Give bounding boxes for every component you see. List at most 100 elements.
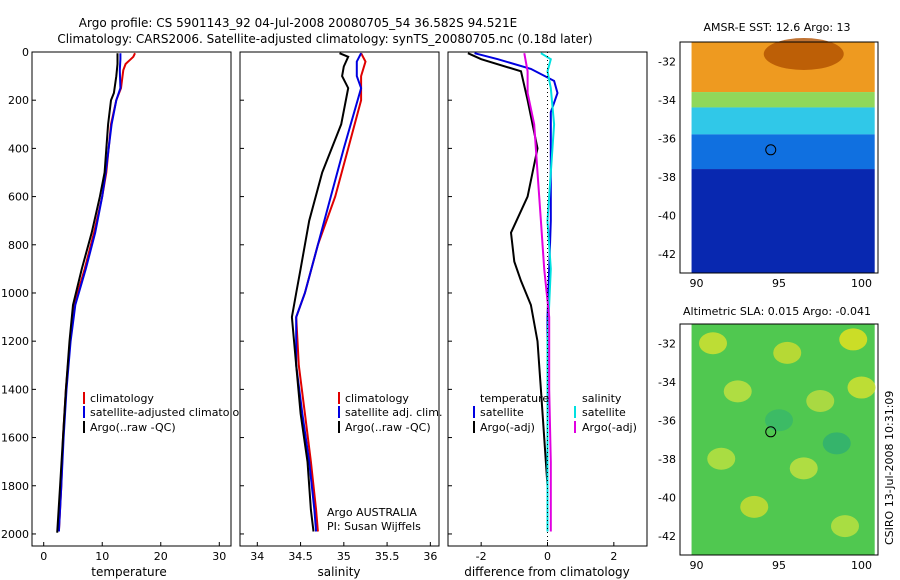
temperature-ytick-label: 1000 bbox=[1, 287, 29, 300]
sla-map-argo-marker bbox=[765, 426, 777, 438]
temperature-panel: 0 10 20 30 0 200 400 600 800 1000 1200 1400 1600 1800… bbox=[1, 46, 253, 579]
sla-map-panel: Altimetric SLA: 0.015 Argo: -0.041 90 95 1… bbox=[658, 305, 879, 572]
sst-map-warm-patch bbox=[763, 38, 844, 70]
salinity-series-1 bbox=[295, 52, 363, 532]
sst-map-panel: AMSR-E SST: 12.6 Argo: 13 90 95 100 -32 -34 -… bbox=[658, 21, 879, 290]
title-line1: Argo profile: CS 5901143_92 04-Jul-2008 … bbox=[79, 16, 517, 30]
salinity-panel: 34 34.5 35 35.5 36 salinity climatology sate… bbox=[239, 51, 442, 579]
difference-xtick-label: 0 bbox=[544, 550, 551, 563]
salinity-xtick-label: 35 bbox=[337, 550, 351, 563]
sla-map-ytick-label: -36 bbox=[658, 414, 676, 427]
difference-xtick-label: -2 bbox=[476, 550, 487, 563]
temperature-legend: climatology satellite-adjusted climatolo… bbox=[83, 392, 253, 434]
sla-map-xtick-label: 95 bbox=[772, 559, 786, 572]
sla-map-ytick-label: -32 bbox=[658, 337, 676, 350]
sla-map-title: Altimetric SLA: 0.015 Argo: -0.041 bbox=[683, 305, 871, 318]
difference-panel: -2 0 2 difference from climatology tempera… bbox=[447, 51, 648, 579]
sla-map-anomaly-11 bbox=[822, 432, 851, 455]
salinity-axes bbox=[239, 51, 440, 547]
sla-map-frame bbox=[679, 323, 879, 556]
temperature-series-2 bbox=[56, 53, 119, 533]
difference-series-1 bbox=[467, 52, 549, 532]
argo-annotation-2: PI: Susan Wijffels bbox=[327, 520, 421, 533]
temperature-xtick-label: 20 bbox=[154, 550, 168, 563]
sla-map-xtick-label: 100 bbox=[851, 559, 872, 572]
sla-map-anomaly-1 bbox=[773, 341, 802, 364]
sla-map-xtick-label: 90 bbox=[690, 559, 704, 572]
difference-legend-header-sal: salinity bbox=[582, 392, 622, 405]
sla-map-anomaly-7 bbox=[789, 457, 818, 480]
sst-map-band-3 bbox=[691, 134, 875, 170]
sla-map-anomaly-4 bbox=[806, 390, 835, 412]
temperature-legend-2: satellite-adjusted climatology bbox=[90, 406, 253, 419]
temperature-legend-1: climatology bbox=[90, 392, 154, 405]
temperature-ytick-label: 800 bbox=[8, 239, 29, 252]
temperature-ytick-label: 200 bbox=[8, 94, 29, 107]
sst-map-ytick-label: -40 bbox=[658, 209, 676, 222]
temperature-ytick-label: 400 bbox=[8, 142, 29, 155]
sst-map-xtick-label: 100 bbox=[851, 277, 872, 290]
argo-annotation-1: Argo AUSTRALIA bbox=[327, 506, 417, 519]
difference-xtick-label: 2 bbox=[610, 550, 617, 563]
sst-map-band-1 bbox=[691, 92, 875, 108]
title-line2: Climatology: CARS2006. Satellite-adjuste… bbox=[57, 32, 592, 46]
difference-series-3 bbox=[523, 53, 552, 532]
sst-map-frame bbox=[679, 41, 879, 274]
sst-map-ytick-label: -42 bbox=[658, 248, 676, 261]
salinity-legend-1: climatology bbox=[345, 392, 409, 405]
difference-legend-header-temp: temperature bbox=[480, 392, 549, 405]
salinity-legend-2: satellite adj. clim. bbox=[345, 406, 442, 419]
sst-map-ytick-label: -36 bbox=[658, 132, 676, 145]
sst-map-xtick-label: 95 bbox=[772, 277, 786, 290]
sst-map-band-4 bbox=[691, 169, 875, 273]
temperature-xtick-label: 30 bbox=[212, 550, 226, 563]
salinity-xtick-label: 36 bbox=[423, 550, 437, 563]
temperature-xtick-label: 10 bbox=[95, 550, 109, 563]
salinity-series-2 bbox=[290, 52, 350, 532]
temperature-ytick-label: 1800 bbox=[1, 480, 29, 493]
sla-map-ytick-label: -38 bbox=[658, 453, 676, 466]
sla-map-anomaly-3 bbox=[723, 380, 752, 403]
temperature-ytick-label: 0 bbox=[22, 46, 29, 59]
salinity-xtick-label: 34 bbox=[250, 550, 264, 563]
temperature-ytick-label: 1200 bbox=[1, 335, 29, 348]
salinity-legend-3: Argo(..raw -QC) bbox=[345, 421, 431, 434]
difference-series-2 bbox=[540, 52, 556, 532]
temperature-ytick-label: 2000 bbox=[1, 528, 29, 541]
temperature-xtick-label: 0 bbox=[40, 550, 47, 563]
temperature-ytick-label: 1400 bbox=[1, 383, 29, 396]
sla-map-ytick-label: -34 bbox=[658, 376, 676, 389]
sst-map-ytick-label: -38 bbox=[658, 171, 676, 184]
sla-map-ytick-label: -40 bbox=[658, 491, 676, 504]
difference-xlabel: difference from climatology bbox=[464, 565, 630, 579]
sla-map-ytick-label: -42 bbox=[658, 530, 676, 543]
sla-map-anomaly-10 bbox=[765, 409, 793, 432]
salinity-xtick-label: 34.5 bbox=[288, 550, 313, 563]
sst-map-ytick-label: -34 bbox=[658, 94, 676, 107]
difference-legend-temp-argo: Argo(-adj) bbox=[480, 421, 535, 434]
difference-legend: temperature salinity satellite Argo(-adj… bbox=[473, 392, 637, 434]
temperature-xlabel: temperature bbox=[91, 565, 166, 579]
sla-map-anomaly-0 bbox=[699, 332, 727, 355]
difference-legend-sal-argo: Argo(-adj) bbox=[582, 421, 637, 434]
sla-map-anomaly-5 bbox=[847, 376, 876, 399]
sla-map-anomaly-6 bbox=[707, 447, 736, 470]
sst-map-band-2 bbox=[691, 107, 875, 135]
temperature-ytick-label: 1600 bbox=[1, 432, 29, 445]
salinity-legend: climatology satellite adj. clim. Argo(..… bbox=[338, 392, 442, 434]
temperature-ytick-label: 600 bbox=[8, 191, 29, 204]
sst-map-ytick-label: -32 bbox=[658, 55, 676, 68]
salinity-xlabel: salinity bbox=[317, 565, 360, 579]
footer-credit: CSIRO 13-Jul-2008 10:31:09 bbox=[883, 391, 896, 545]
sla-map-anomaly-9 bbox=[831, 515, 859, 538]
sst-map-argo-marker bbox=[765, 144, 777, 156]
sla-map-anomaly-8 bbox=[740, 495, 769, 518]
temperature-legend-3: Argo(..raw -QC) bbox=[90, 421, 176, 434]
sst-map-xtick-label: 90 bbox=[690, 277, 704, 290]
salinity-xtick-label: 35.5 bbox=[375, 550, 400, 563]
difference-legend-sal-satellite: satellite bbox=[582, 406, 626, 419]
difference-legend-temp-satellite: satellite bbox=[480, 406, 524, 419]
temperature-axes bbox=[31, 51, 232, 547]
sst-map-title: AMSR-E SST: 12.6 Argo: 13 bbox=[703, 21, 850, 34]
